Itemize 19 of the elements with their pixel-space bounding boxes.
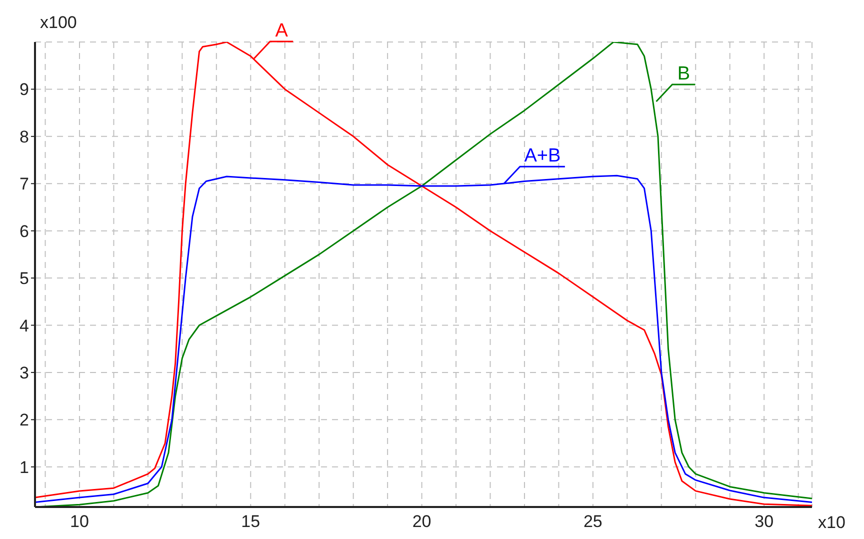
annotation: A+B: [524, 146, 561, 167]
annotation: B: [677, 63, 690, 84]
x-axis-title: x10: [818, 513, 846, 532]
x-tick-label: 15: [241, 512, 260, 532]
annotation: A: [275, 20, 288, 42]
x-tick-label: 30: [754, 512, 774, 532]
x-tick-label: 10: [70, 512, 89, 532]
y-axis-title: x100: [40, 13, 77, 32]
y-tick-label: 3: [20, 363, 29, 382]
x-tick-label: 25: [583, 512, 602, 532]
y-tick-label: 9: [20, 80, 29, 100]
y-tick-label: 6: [20, 222, 29, 241]
x-tick-label: 20: [412, 512, 432, 532]
y-tick-label: 1: [20, 458, 29, 477]
y-tick-label: 4: [20, 316, 29, 336]
y-tick-label: 2: [20, 410, 29, 430]
y-tick-label: 5: [20, 269, 29, 288]
y-tick-label: 7: [20, 174, 29, 194]
y-tick-label: 8: [20, 127, 29, 146]
